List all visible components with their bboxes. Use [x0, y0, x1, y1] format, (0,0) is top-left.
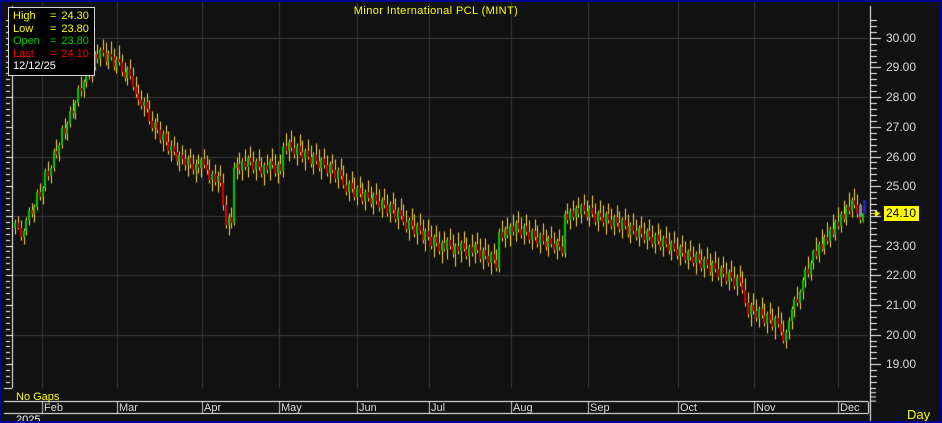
quote-info-box: High = 24.30 Low = 23.80 Open = 23.80 La…	[8, 7, 95, 76]
price-tick-25-00: 25.00	[886, 179, 917, 194]
info-date: 12/12/25	[13, 60, 56, 73]
info-row-date: 12/12/25	[13, 60, 89, 73]
year-label: 2025	[16, 414, 41, 423]
info-row-last: Last = 24.10	[13, 48, 89, 61]
month-tick-mar: Mar	[119, 402, 138, 414]
no-gaps-label: No Gaps	[16, 391, 60, 403]
period-label[interactable]: Day	[907, 407, 931, 422]
info-high-label: High	[13, 10, 36, 22]
price-tick-29-00: 29.00	[886, 60, 917, 75]
month-tick-dec: Dec	[840, 402, 860, 414]
month-tick-oct: Oct	[680, 402, 698, 414]
info-low-label: Low	[13, 22, 34, 35]
info-low-eq: =	[49, 22, 57, 35]
last-price-badge[interactable]: 24.10	[884, 205, 920, 221]
info-open-eq: =	[49, 35, 57, 48]
price-tick-19-00: 19.00	[886, 357, 917, 372]
info-high-value: 24.30	[61, 10, 89, 22]
price-tick-22-00: 22.00	[886, 268, 917, 283]
month-tick-jul: Jul	[431, 402, 446, 414]
price-tick-21-00: 21.00	[886, 297, 917, 312]
info-high-eq: =	[49, 10, 57, 22]
month-tick-may: May	[281, 402, 302, 414]
info-open-label: Open	[13, 35, 40, 48]
month-tick-feb: Feb	[44, 402, 63, 414]
info-last-eq: =	[49, 47, 57, 60]
info-row-high: High = 24.30	[13, 10, 89, 23]
info-low-value: 23.80	[61, 22, 89, 35]
info-open-value: 23.80	[61, 35, 89, 48]
info-row-open: Open = 23.80	[13, 35, 89, 48]
price-tick-20-00: 20.00	[886, 327, 917, 342]
price-tick-28-00: 28.00	[886, 90, 917, 105]
price-tick-23-00: 23.00	[886, 238, 917, 253]
price-tick-27-00: 27.00	[886, 119, 917, 134]
info-last-value: 24.10	[61, 47, 89, 60]
month-tick-apr: Apr	[204, 402, 222, 414]
month-tick-nov: Nov	[756, 402, 776, 414]
month-tick-jun: Jun	[359, 402, 377, 414]
info-last-label: Last	[13, 47, 34, 60]
price-tick-30-00: 30.00	[886, 30, 917, 45]
info-row-low: Low = 23.80	[13, 23, 89, 36]
price-tick-26-00: 26.00	[886, 149, 917, 164]
month-tick-sep: Sep	[590, 402, 610, 414]
month-tick-aug: Aug	[513, 402, 533, 414]
